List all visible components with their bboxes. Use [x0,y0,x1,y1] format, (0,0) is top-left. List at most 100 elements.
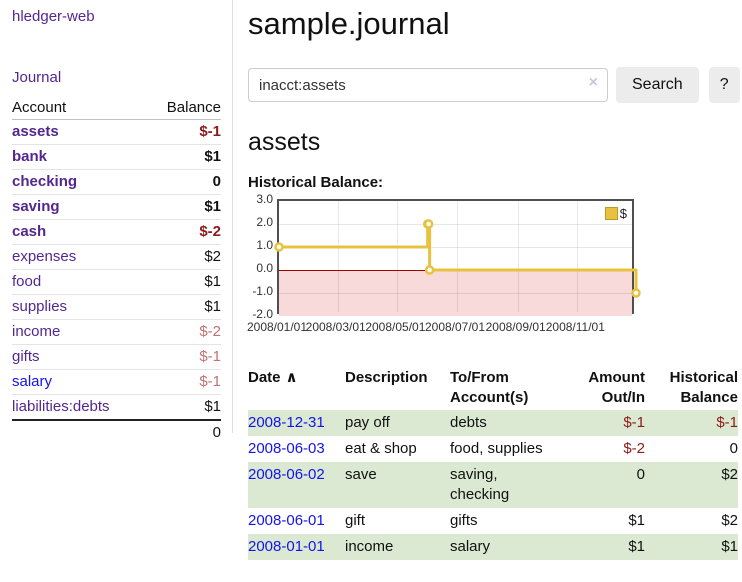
account-cell: bank [12,144,147,170]
sidebar-account-link[interactable]: bank [12,148,48,165]
chart-gridline [279,223,632,225]
account-balance: $1 [146,294,221,320]
accounts-table-header-row: Account Balance [12,96,221,120]
transaction-row: 2008-06-01 gift gifts $1 $2 [248,508,738,534]
transaction-amount: $-2 [623,440,645,457]
account-balance: 0 [146,169,221,195]
transaction-description: gift [345,512,366,529]
sidebar-account-link[interactable]: food [12,273,42,290]
data-point-marker [274,242,284,252]
register-table: Date ∧ Description To/From Account(s) Amo… [248,366,738,560]
transaction-accounts: saving, checking [450,466,510,503]
register-header-date[interactable]: Date ∧ [248,366,345,410]
account-balance: $-1 [146,344,221,370]
account-row: supplies $1 [12,294,221,320]
chart-gridline [397,201,399,312]
transaction-amount: $-1 [623,414,645,431]
transaction-date-link[interactable]: 2008-06-02 [248,466,325,483]
x-tick-label: 2008/09/01 [485,320,546,334]
transaction-date-link[interactable]: 2008-06-03 [248,440,325,457]
y-tick-label: 2.0 [256,215,273,229]
sidebar-account-link[interactable]: income [12,323,61,340]
y-tick-label: -2.0 [252,307,273,321]
register-header-row: Date ∧ Description To/From Account(s) Amo… [248,366,738,410]
account-heading: assets [248,128,321,156]
account-balance: $1 [146,194,221,220]
transaction-date-link[interactable]: 2008-01-01 [248,538,325,555]
transaction-date-cell: 2008-06-03 [248,436,345,462]
account-row: gifts $-1 [12,344,221,370]
main-content: sample.journal × Search ? assets Histori… [234,0,742,582]
account-balance: $-1 [146,369,221,395]
account-cell: salary [12,369,147,395]
account-cell: income [12,319,147,345]
chart-plot-area: $ [274,199,641,316]
account-cell: supplies [12,294,147,320]
chart-gridline [279,246,632,248]
x-tick-label: 2008/05/01 [365,320,426,334]
balance-chart: 3.0 2.0 1.0 0.0 -1.0 -2.0 $ 2008/01/01 2008/03… [247,192,742,339]
chart-gridline [517,201,519,312]
account-cell: assets [12,119,147,145]
account-cell: expenses [12,244,147,270]
help-button[interactable]: ? [708,67,740,103]
search-button[interactable]: Search [616,67,699,103]
account-row: liabilities:debts $1 [12,395,221,421]
sidebar-account-link[interactable]: gifts [12,348,40,365]
transaction-balance: $1 [721,538,738,555]
brand-link[interactable]: hledger-web [12,8,95,25]
transaction-balance: $2 [721,512,738,529]
account-balance: $1 [204,398,221,415]
chart-title: Historical Balance: [248,174,384,191]
transaction-date-cell: 2008-06-01 [248,508,345,534]
x-tick-label: 2008/11/01 [545,320,605,334]
chart-negative-region [279,270,632,316]
accounts-table: Account Balance assets $-1 bank $1 checking 0… [12,96,221,445]
account-balance: $1 [146,269,221,295]
accounts-header-account: Account [12,96,147,120]
account-cell: food [12,269,147,295]
sidebar-account-link[interactable]: checking [12,173,78,190]
sidebar-item-journal[interactable]: Journal [12,69,62,86]
account-cell: saving [12,194,147,220]
search-input[interactable] [248,68,608,102]
register-header-amount: Amount Out/In [588,369,645,406]
transaction-accounts: food, supplies [450,440,543,457]
data-point-marker [631,288,641,298]
accounts-header-balance: Balance [146,96,221,120]
account-row: cash $-2 [12,219,221,245]
transaction-row: 2008-06-03 eat & shop food, supplies $-2 0 [248,436,738,462]
sidebar-account-link[interactable]: salary [12,373,53,390]
transaction-accounts: salary [450,538,491,555]
transaction-amount: $1 [628,538,645,555]
account-row: saving $1 [12,194,221,220]
account-row: salary $-1 [12,369,221,395]
account-cell: liabilities:debts [12,395,146,421]
sidebar-account-link[interactable]: assets [12,123,59,140]
data-point-marker [423,219,434,229]
register-header-date-label: Date [248,369,281,386]
sort-asc-icon: ∧ [285,369,298,386]
sidebar-account-link[interactable]: saving [12,198,60,215]
transaction-description: income [345,538,394,555]
sidebar-account-link[interactable]: supplies [12,298,68,315]
sidebar-account-link[interactable]: cash [12,223,47,240]
register-header-description: Description [345,369,428,386]
clear-search-icon[interactable]: × [588,74,598,91]
transaction-date-link[interactable]: 2008-06-01 [248,512,325,529]
legend-label: $ [619,206,627,221]
transaction-date-link[interactable]: 2008-12-31 [248,414,325,431]
chart-gridline [337,201,339,312]
y-tick-label: 1.0 [256,238,273,252]
account-row: bank $1 [12,144,221,170]
account-cell: checking [12,169,147,195]
transaction-balance: $2 [721,466,738,483]
sidebar-account-link[interactable]: liabilities:debts [12,398,110,415]
sidebar-account-link[interactable]: expenses [12,248,77,265]
transaction-accounts: debts [450,414,487,431]
account-cell: cash [12,219,147,245]
account-row: income $-2 [12,319,221,345]
chart-gridline [279,292,632,294]
sidebar: hledger-web Journal Account Balance asse… [0,0,233,445]
